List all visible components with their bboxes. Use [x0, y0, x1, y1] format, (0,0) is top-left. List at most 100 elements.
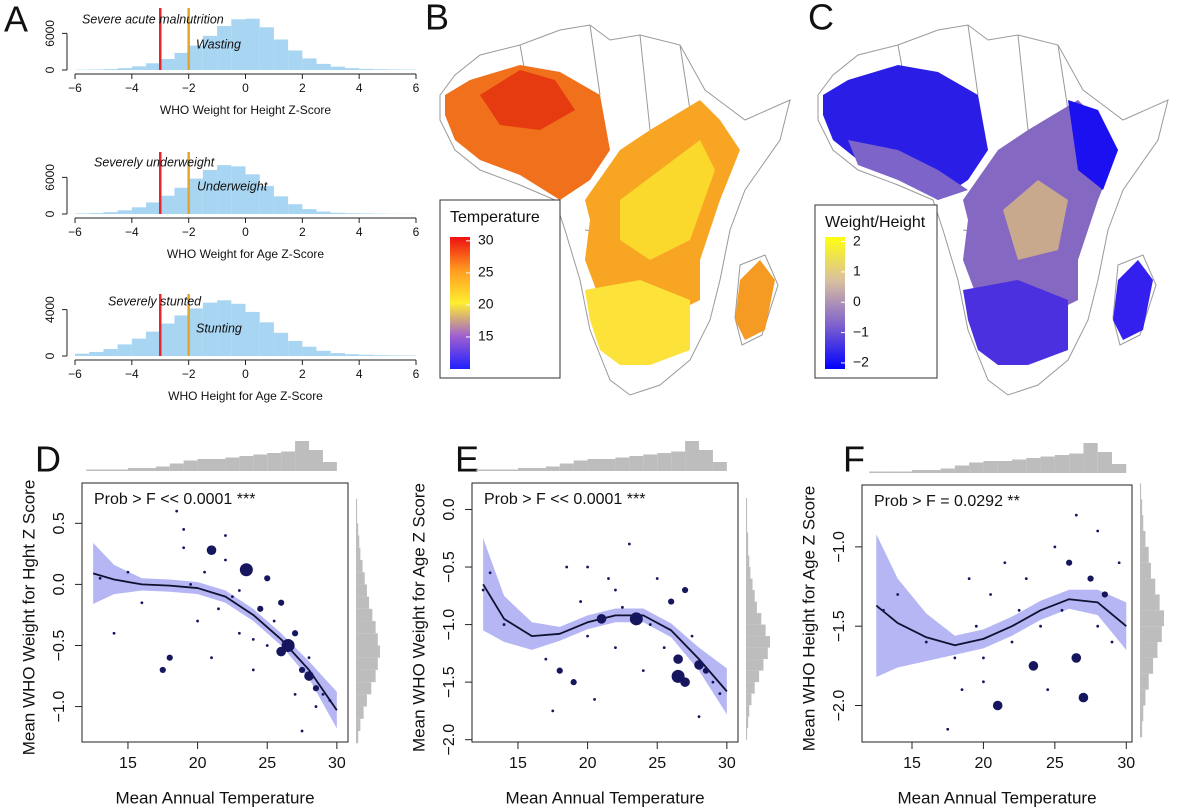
- right-hist-bar: [746, 647, 768, 660]
- hist-bar: [387, 355, 402, 356]
- top-hist-bar: [587, 459, 602, 471]
- hist-bar: [131, 338, 147, 356]
- top-hist-bar: [517, 468, 532, 471]
- right-hist-bar: [1140, 673, 1149, 690]
- right-hist-bar: [356, 657, 378, 670]
- point: [621, 605, 624, 609]
- point: [251, 668, 255, 672]
- hist-bar: [344, 354, 360, 356]
- top-hist-bar: [685, 441, 700, 471]
- x-tick-label: −6: [68, 367, 82, 381]
- point: [960, 688, 964, 692]
- point: [690, 634, 694, 638]
- top-hist-bar: [281, 451, 296, 471]
- point: [1096, 529, 1100, 533]
- hist-bar: [75, 353, 90, 356]
- hist-bar: [231, 19, 246, 70]
- top-hist-bar: [1083, 443, 1098, 473]
- hist-bar: [273, 39, 289, 70]
- point: [126, 570, 130, 574]
- top-hist-bar: [1040, 456, 1055, 473]
- region: [823, 65, 988, 200]
- region: [585, 280, 690, 365]
- hist-bar: [288, 204, 303, 214]
- point: [251, 637, 255, 641]
- hist-bar: [188, 308, 203, 356]
- x-tick-label: 15: [509, 755, 527, 772]
- region: [963, 280, 1068, 365]
- hist-bar: [146, 63, 161, 70]
- right-hist-bar: [746, 590, 755, 602]
- top-hist-bar: [657, 453, 672, 471]
- right-hist-bar: [356, 633, 378, 646]
- x-tick-label: 0: [242, 81, 249, 95]
- fit-line: [875, 598, 1127, 647]
- y-tick-label: 0: [43, 352, 57, 359]
- right-hist-bar: [356, 596, 370, 609]
- annotation: Severe acute malnutrition: [82, 12, 224, 26]
- top-hist-bar: [912, 470, 927, 473]
- right-hist-bar: [356, 669, 376, 683]
- point: [570, 679, 577, 686]
- point: [272, 619, 276, 623]
- right-hist-bar: [356, 608, 373, 622]
- point: [648, 623, 652, 626]
- region: [735, 260, 775, 340]
- point: [159, 666, 166, 674]
- point: [697, 715, 701, 719]
- x-tick-label: 30: [328, 755, 346, 772]
- point: [673, 654, 683, 664]
- top-hist-bar: [1012, 459, 1027, 473]
- point: [614, 646, 617, 650]
- colorbar-tick-label: 1: [853, 263, 861, 279]
- right-hist-bar: [356, 572, 365, 585]
- point: [239, 563, 253, 577]
- point: [896, 593, 900, 596]
- hist-bar: [188, 178, 203, 214]
- point: [694, 660, 704, 670]
- plot-area: [92, 509, 338, 733]
- panel-label: E: [455, 439, 479, 480]
- y-tick-label: 0.5: [51, 512, 68, 534]
- point: [1039, 624, 1042, 628]
- x-tick-label: −2: [182, 225, 196, 239]
- point: [182, 546, 186, 550]
- y-tick-label: 0: [43, 66, 57, 73]
- colorbar-tick-label: 15: [478, 328, 494, 344]
- y-tick-label: 0: [43, 210, 57, 217]
- top-hist-bar: [267, 453, 282, 471]
- point: [629, 612, 643, 626]
- point: [182, 528, 186, 531]
- point: [1060, 608, 1064, 612]
- point: [237, 631, 241, 635]
- point: [982, 656, 985, 660]
- right-hist-bar: [356, 498, 358, 512]
- hist-bar: [245, 18, 260, 70]
- point: [1074, 513, 1078, 517]
- right-hist-bar: [746, 613, 762, 625]
- top-hist-bar: [490, 469, 505, 471]
- point: [224, 558, 227, 562]
- legend-title: Temperature: [450, 209, 540, 226]
- point: [488, 571, 492, 575]
- point: [224, 534, 227, 537]
- point: [98, 576, 102, 580]
- colorbar: [450, 237, 470, 369]
- x-tick-label: 15: [119, 755, 137, 772]
- point: [1071, 653, 1082, 663]
- right-hist-bar: [1140, 499, 1143, 516]
- right-hist-bar: [356, 694, 367, 707]
- point: [614, 588, 617, 592]
- region: [620, 140, 715, 260]
- right-hist-bar: [746, 728, 748, 740]
- point: [312, 685, 320, 692]
- right-hist-bar: [1140, 562, 1151, 579]
- hist-bar: [131, 207, 147, 214]
- point: [1096, 624, 1100, 628]
- point: [924, 640, 928, 644]
- top-hist-bar: [295, 441, 310, 471]
- x-tick-label: 25: [258, 755, 276, 772]
- hist-bar: [344, 68, 360, 70]
- x-tick-label: −4: [125, 225, 139, 239]
- hist-bar: [344, 213, 360, 214]
